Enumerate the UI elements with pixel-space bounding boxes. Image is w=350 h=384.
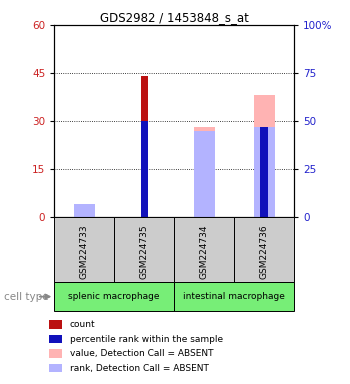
Bar [194, 127, 215, 217]
Bar [141, 76, 148, 217]
Bar [54, 217, 114, 282]
Text: GSM224734: GSM224734 [199, 225, 209, 279]
Text: rank, Detection Call = ABSENT: rank, Detection Call = ABSENT [70, 364, 209, 373]
Text: GSM224735: GSM224735 [140, 225, 149, 280]
Bar [174, 217, 234, 282]
Bar [253, 95, 274, 217]
Text: splenic macrophage: splenic macrophage [69, 292, 160, 301]
Bar [194, 131, 215, 217]
Bar [174, 282, 294, 311]
Text: cell type: cell type [4, 291, 48, 302]
Bar [114, 217, 174, 282]
Text: GSM224733: GSM224733 [80, 225, 89, 280]
Text: value, Detection Call = ABSENT: value, Detection Call = ABSENT [70, 349, 214, 358]
Bar [260, 127, 268, 217]
Text: percentile rank within the sample: percentile rank within the sample [70, 334, 223, 344]
Bar [234, 217, 294, 282]
Bar [54, 282, 174, 311]
Text: GSM224736: GSM224736 [260, 225, 268, 280]
Text: intestinal macrophage: intestinal macrophage [183, 292, 285, 301]
Bar [74, 210, 95, 217]
Bar [141, 121, 148, 217]
Text: count: count [70, 320, 96, 329]
Bar [74, 204, 95, 217]
Bar [253, 127, 274, 217]
Title: GDS2982 / 1453848_s_at: GDS2982 / 1453848_s_at [100, 11, 248, 24]
